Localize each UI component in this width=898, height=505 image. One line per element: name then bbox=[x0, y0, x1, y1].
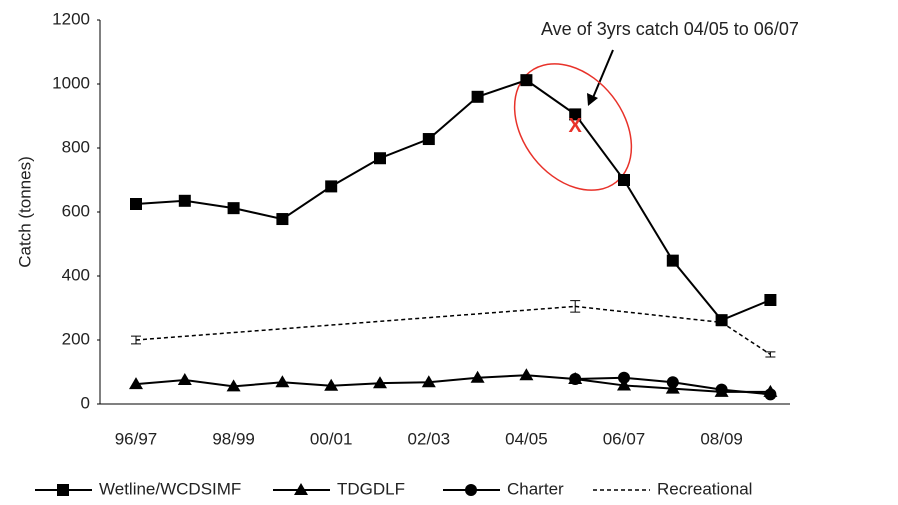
average-marker: X bbox=[569, 115, 583, 137]
square-marker bbox=[471, 90, 484, 103]
triangle-marker bbox=[129, 377, 143, 390]
square-marker bbox=[227, 202, 240, 215]
legend-label: Recreational bbox=[657, 479, 752, 498]
triangle-marker bbox=[519, 368, 534, 381]
y-axis-label: Catch (tonnes) bbox=[15, 156, 34, 268]
x-tick-label: 08/09 bbox=[700, 429, 743, 448]
triangle-marker bbox=[470, 370, 485, 383]
circle-marker bbox=[618, 371, 630, 384]
annotation: Ave of 3yrs catch 04/05 to 06/07 bbox=[541, 19, 799, 39]
y-tick-label: 200 bbox=[62, 329, 90, 348]
arrow-head bbox=[587, 93, 598, 106]
circle-marker bbox=[764, 388, 777, 401]
x-tick-label: 06/07 bbox=[603, 429, 646, 448]
annotation-arrow bbox=[591, 49, 614, 101]
legend-label: Charter bbox=[507, 479, 564, 498]
series-line bbox=[721, 321, 771, 356]
triangle-marker bbox=[421, 375, 436, 388]
x-tick-label: 04/05 bbox=[505, 429, 548, 448]
series-line bbox=[575, 305, 722, 324]
circle-marker bbox=[666, 376, 679, 389]
x-tick-label: 98/99 bbox=[212, 429, 255, 448]
square-marker bbox=[374, 152, 386, 165]
legend-marker bbox=[465, 484, 477, 496]
square-marker bbox=[130, 198, 142, 210]
legend-marker bbox=[294, 483, 308, 495]
series-line bbox=[135, 374, 771, 393]
y-tick-label: 1000 bbox=[52, 73, 90, 92]
square-marker bbox=[764, 294, 777, 306]
legend-label: TDGDLF bbox=[337, 479, 405, 498]
triangle-marker bbox=[617, 378, 631, 391]
square-marker bbox=[569, 108, 582, 121]
square-marker bbox=[276, 213, 289, 226]
square-marker bbox=[520, 74, 533, 87]
error-bar bbox=[765, 351, 776, 358]
triangle-marker bbox=[373, 376, 387, 389]
error-bar bbox=[716, 318, 727, 327]
triangle-marker bbox=[275, 375, 290, 388]
y-tick-label: 0 bbox=[81, 393, 90, 412]
y-tick-label: 600 bbox=[62, 201, 90, 220]
square-marker bbox=[178, 194, 191, 207]
y-tick-label: 400 bbox=[62, 265, 90, 284]
square-marker bbox=[422, 133, 435, 146]
highlight-ellipse bbox=[513, 63, 633, 191]
triangle-marker bbox=[324, 378, 339, 391]
x-tick-label: 00/01 bbox=[310, 429, 353, 448]
series-line bbox=[135, 305, 576, 341]
square-marker bbox=[325, 180, 338, 193]
error-bar bbox=[131, 335, 141, 345]
x-tick-label: 02/03 bbox=[408, 429, 451, 448]
square-marker bbox=[618, 174, 630, 186]
square-marker bbox=[666, 254, 679, 267]
y-tick-label: 800 bbox=[62, 137, 90, 156]
triangle-marker bbox=[177, 373, 192, 385]
error-bar bbox=[570, 300, 581, 313]
series-line bbox=[135, 79, 771, 322]
circle-marker bbox=[715, 383, 728, 396]
legend-marker bbox=[57, 484, 69, 496]
x-tick-label: 96/97 bbox=[115, 429, 158, 448]
legend-label: Wetline/WCDSIMF bbox=[99, 479, 241, 498]
circle-marker bbox=[569, 373, 582, 386]
triangle-marker bbox=[226, 379, 241, 392]
y-tick-label: 1200 bbox=[52, 9, 90, 28]
